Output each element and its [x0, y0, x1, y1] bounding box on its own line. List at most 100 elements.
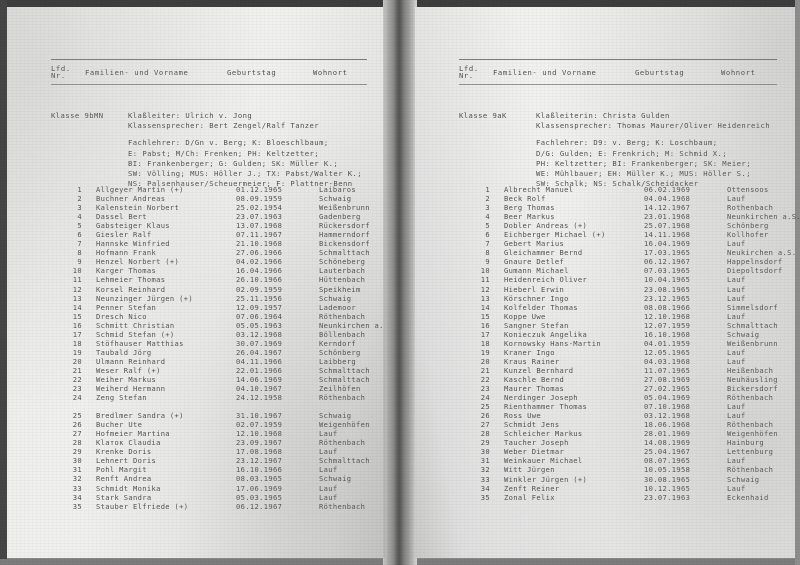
row-name: Renft Andrea	[96, 474, 152, 484]
right-page: Lfd. Nr. Familien- und Vorname Geburtsta…	[415, 7, 800, 558]
row-place: Schwaig	[319, 293, 352, 303]
row-nr: 21	[480, 365, 490, 375]
list-row: 22 Kaschle Bernd 27.08.1969 Neuhäusling	[459, 375, 785, 384]
row-nr: 28	[480, 429, 490, 439]
row-nr: 8	[77, 248, 82, 258]
row-name: Nerdinger Joseph	[504, 393, 578, 403]
row-nr: 13	[72, 293, 82, 303]
row-nr: 26	[72, 420, 82, 430]
row-birthday: 11.07.1965	[644, 365, 691, 375]
row-nr: 19	[480, 347, 490, 357]
row-place: Weißenbrunn	[727, 338, 778, 348]
row-place: Neunkirchen a.S.	[319, 320, 393, 330]
row-name: Berg Thomas	[504, 203, 555, 213]
list-row: 19 Taubald Jörg 26.04.1967 Schönberg	[51, 348, 375, 357]
row-birthday: 03.12.1968	[236, 329, 283, 339]
list-row: 31 Pohl Margit 16.10.1966 Lauf	[51, 465, 375, 474]
row-place: Happelnsdorf	[727, 257, 783, 267]
row-nr: 16	[480, 320, 490, 330]
row-name: Henzel Norbert (+)	[96, 257, 180, 267]
row-name: Weinkauer Michael	[504, 456, 583, 466]
row-nr: 35	[72, 501, 82, 511]
row-nr: 10	[72, 266, 82, 276]
row-place: Schwaig	[727, 329, 760, 339]
row-birthday: 23.07.1963	[236, 212, 283, 222]
row-place: Lauf	[727, 347, 746, 357]
row-name: Schmitt Christian	[96, 320, 175, 330]
row-name: Hannske Winfried	[96, 239, 170, 249]
row-birthday: 28.01.1969	[644, 429, 691, 439]
row-nr: 15	[480, 311, 490, 321]
row-birthday: 04.03.1968	[644, 356, 691, 366]
row-nr: 11	[480, 275, 490, 285]
row-nr: 19	[72, 347, 82, 357]
row-birthday: 10.12.1965	[644, 483, 691, 493]
row-birthday: 05.03.1965	[236, 492, 283, 502]
row-name: Korsel Reinhard	[96, 284, 166, 294]
list-row: 1 Allgeyer Martin (+) 01.12.1965 Laibaros	[51, 185, 375, 194]
row-birthday: 14.06.1969	[236, 374, 283, 384]
row-birthday: 18.06.1968	[644, 420, 691, 430]
header-birthday: Geburtstag	[635, 68, 685, 77]
list-row: 3 Kalenstein Norbert 25.02.1954 Weißenbrunn	[51, 203, 375, 212]
list-row: 26 Bucher Ute 02.07.1959 Weigenhöfen	[51, 420, 375, 429]
list-row: 15 Dresch Nico 07.06.1964 Röthenbach	[51, 312, 375, 321]
row-birthday: 04.02.1966	[236, 257, 283, 267]
row-place: Hammerndorf	[319, 230, 370, 240]
right-class-label: Klasse 9aK	[459, 111, 507, 120]
list-row: 30 Weber Dietmar 25.04.1967 Lettenburg	[459, 447, 785, 456]
left-class-label: Klasse 9bMN	[51, 111, 104, 120]
list-row: 9 Gnaure Detlef 06.12.1967 Happelnsdorf	[459, 257, 785, 266]
row-place: Bickensdorf	[319, 239, 370, 249]
row-place: Schwaig	[319, 474, 352, 484]
row-name: Zenft Reiner	[504, 483, 560, 493]
row-nr: 17	[72, 329, 82, 339]
row-place: Lauf	[727, 284, 746, 294]
row-birthday: 25.04.1967	[644, 447, 691, 457]
row-nr: 14	[480, 302, 490, 312]
list-row: 23 Maurer Thomas 27.02.1965 Bickersdorf	[459, 384, 785, 393]
row-name: Dobler Andreas (+)	[504, 221, 588, 231]
subject-teacher-line: SW: Schalk; NS: Schalk/Scheidacker	[536, 179, 699, 189]
row-place: Lauf	[727, 483, 746, 493]
list-row: 5 Dobler Andreas (+) 25.07.1968 Schönberg	[459, 221, 785, 230]
row-birthday: 07.10.1968	[644, 402, 691, 412]
row-place: Schmalttach	[319, 374, 370, 384]
right-class-block: Klasse 9aK Klaßleiterin: Christa Gulden …	[459, 111, 781, 190]
book-gutter-shadow	[393, 0, 405, 565]
list-row: 16 Schmitt Christian 05.05.1963 Neunkirchen…	[51, 320, 393, 330]
header-rule-top	[51, 59, 367, 60]
row-nr: 9	[485, 257, 490, 267]
row-birthday: 03.12.1968	[644, 411, 691, 421]
row-birthday: 25.11.1956	[236, 293, 283, 303]
row-birthday: 17.03.1965	[644, 248, 691, 258]
row-nr: 20	[72, 356, 82, 366]
list-row: 24 Nerdinger Joseph 05.04.1969 Röthenbach	[459, 393, 785, 402]
row-birthday: 23.01.1968	[644, 212, 691, 222]
row-nr: 22	[72, 374, 82, 384]
row-birthday: 16.10.1968	[644, 329, 691, 339]
row-name: Taucher Joseph	[504, 438, 569, 448]
row-birthday: 07.06.1964	[236, 311, 283, 321]
row-name: Kornowsky Hans-Martin	[504, 338, 602, 348]
row-birthday: 23.08.1965	[644, 284, 691, 294]
list-row: 17 Konieczuk Angelika 16.10.1968 Schwaig	[459, 330, 785, 339]
list-row: 12 Korsel Reinhard 02.09.1959 Speikheim	[51, 285, 375, 294]
row-place: Lauf	[727, 239, 746, 249]
row-name: Gnaure Detlef	[504, 257, 565, 267]
subject-teacher-line: PH: Keltzetter; BI: Frankenberger; SK: M…	[536, 158, 751, 168]
row-name: Giesler Ralf	[96, 230, 152, 240]
row-nr: 14	[72, 302, 82, 312]
row-place: Kerndorf	[319, 338, 356, 348]
row-nr: 26	[480, 411, 490, 421]
left-column-header: Lfd. Nr. Familien- und Vorname Geburtsta…	[51, 59, 367, 85]
list-row: 27 Hofmeier Martina 12.10.1968 Lauf	[51, 429, 375, 438]
row-birthday: 10.05.1958	[644, 465, 691, 475]
right-class-info: Klaßleiterin: Christa Gulden Klassenspre…	[536, 111, 781, 190]
row-name: Hofmeier Martina	[96, 429, 170, 439]
list-row: 14 Penner Stefan 12.09.1957 Lademoor	[51, 303, 375, 312]
row-place: Lauf	[727, 194, 746, 204]
row-birthday: 23.07.1963	[644, 492, 691, 502]
row-nr: 16	[72, 320, 82, 330]
row-name: Gabsteiger Klaus	[96, 221, 170, 231]
